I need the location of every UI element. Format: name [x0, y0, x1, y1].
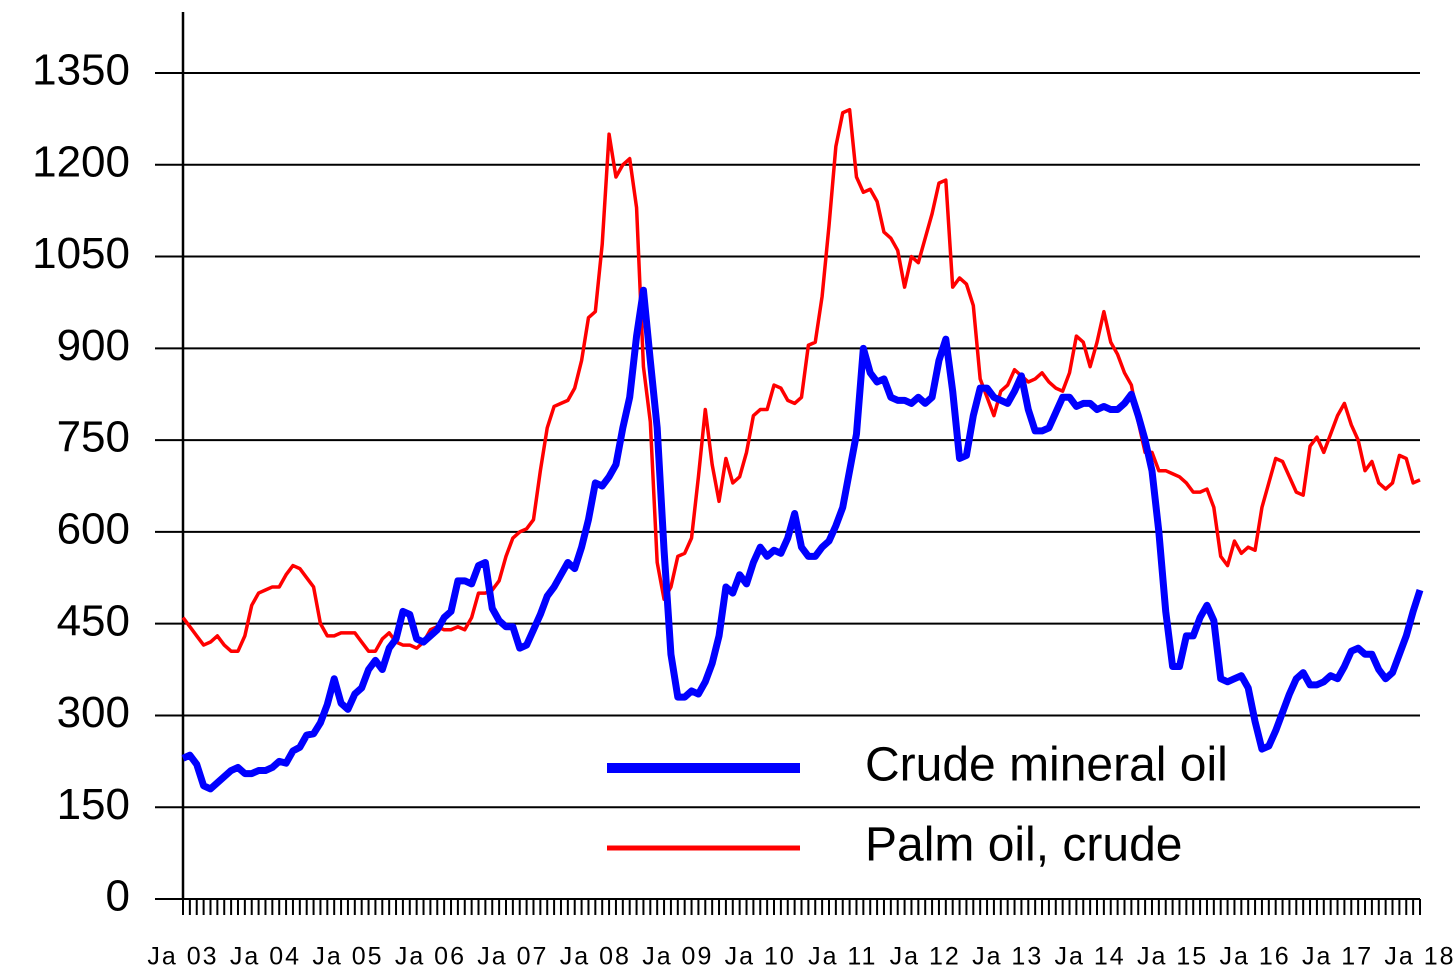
y-tick-label: 0 [106, 872, 130, 921]
x-tick-label: Ja 06 [395, 943, 466, 971]
x-tick-label: Ja 13 [972, 943, 1043, 971]
x-tick-label: Ja 05 [312, 943, 383, 971]
line-series [181, 107, 1421, 653]
x-tick-label: Ja 14 [1055, 943, 1126, 971]
y-tick-label: 600 [57, 505, 130, 554]
y-tick-label: 150 [57, 780, 130, 829]
x-tick-label: Ja 10 [725, 943, 796, 971]
legend-label: Crude mineral oil [865, 739, 1228, 792]
y-tick-label: 750 [57, 413, 130, 462]
x-tick-label: Ja 12 [890, 943, 961, 971]
x-tick-label: Ja 18 [1384, 943, 1455, 971]
x-tick-label: Ja 16 [1219, 943, 1290, 971]
legend-label: Palm oil, crude [865, 819, 1182, 872]
y-tick-label: 1200 [32, 137, 130, 186]
x-tick-label: Ja 07 [477, 943, 548, 971]
x-tick-label: Ja 11 [808, 943, 877, 971]
y-tick-label: 1350 [32, 46, 130, 95]
line-series [181, 286, 1424, 793]
x-tick-label: Ja 03 [147, 943, 218, 971]
y-tick-label: 1050 [32, 229, 130, 278]
x-tick-label: Ja 09 [642, 943, 713, 971]
y-tick-label: 900 [57, 321, 130, 370]
x-tick-label: Ja 04 [230, 943, 301, 971]
y-tick-label: 450 [57, 596, 130, 645]
x-tick-label: Ja 15 [1137, 943, 1208, 971]
y-tick-label: 300 [57, 688, 130, 737]
x-tick-label: Ja 08 [560, 943, 631, 971]
x-tick-label: Ja 17 [1302, 943, 1373, 971]
